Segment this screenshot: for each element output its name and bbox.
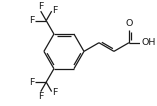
Text: F: F xyxy=(38,1,43,10)
Text: F: F xyxy=(38,92,43,101)
Text: F: F xyxy=(29,16,35,25)
Text: OH: OH xyxy=(141,38,156,47)
Text: O: O xyxy=(125,19,133,28)
Text: F: F xyxy=(52,88,57,97)
Text: F: F xyxy=(52,6,57,15)
Text: F: F xyxy=(29,78,35,87)
